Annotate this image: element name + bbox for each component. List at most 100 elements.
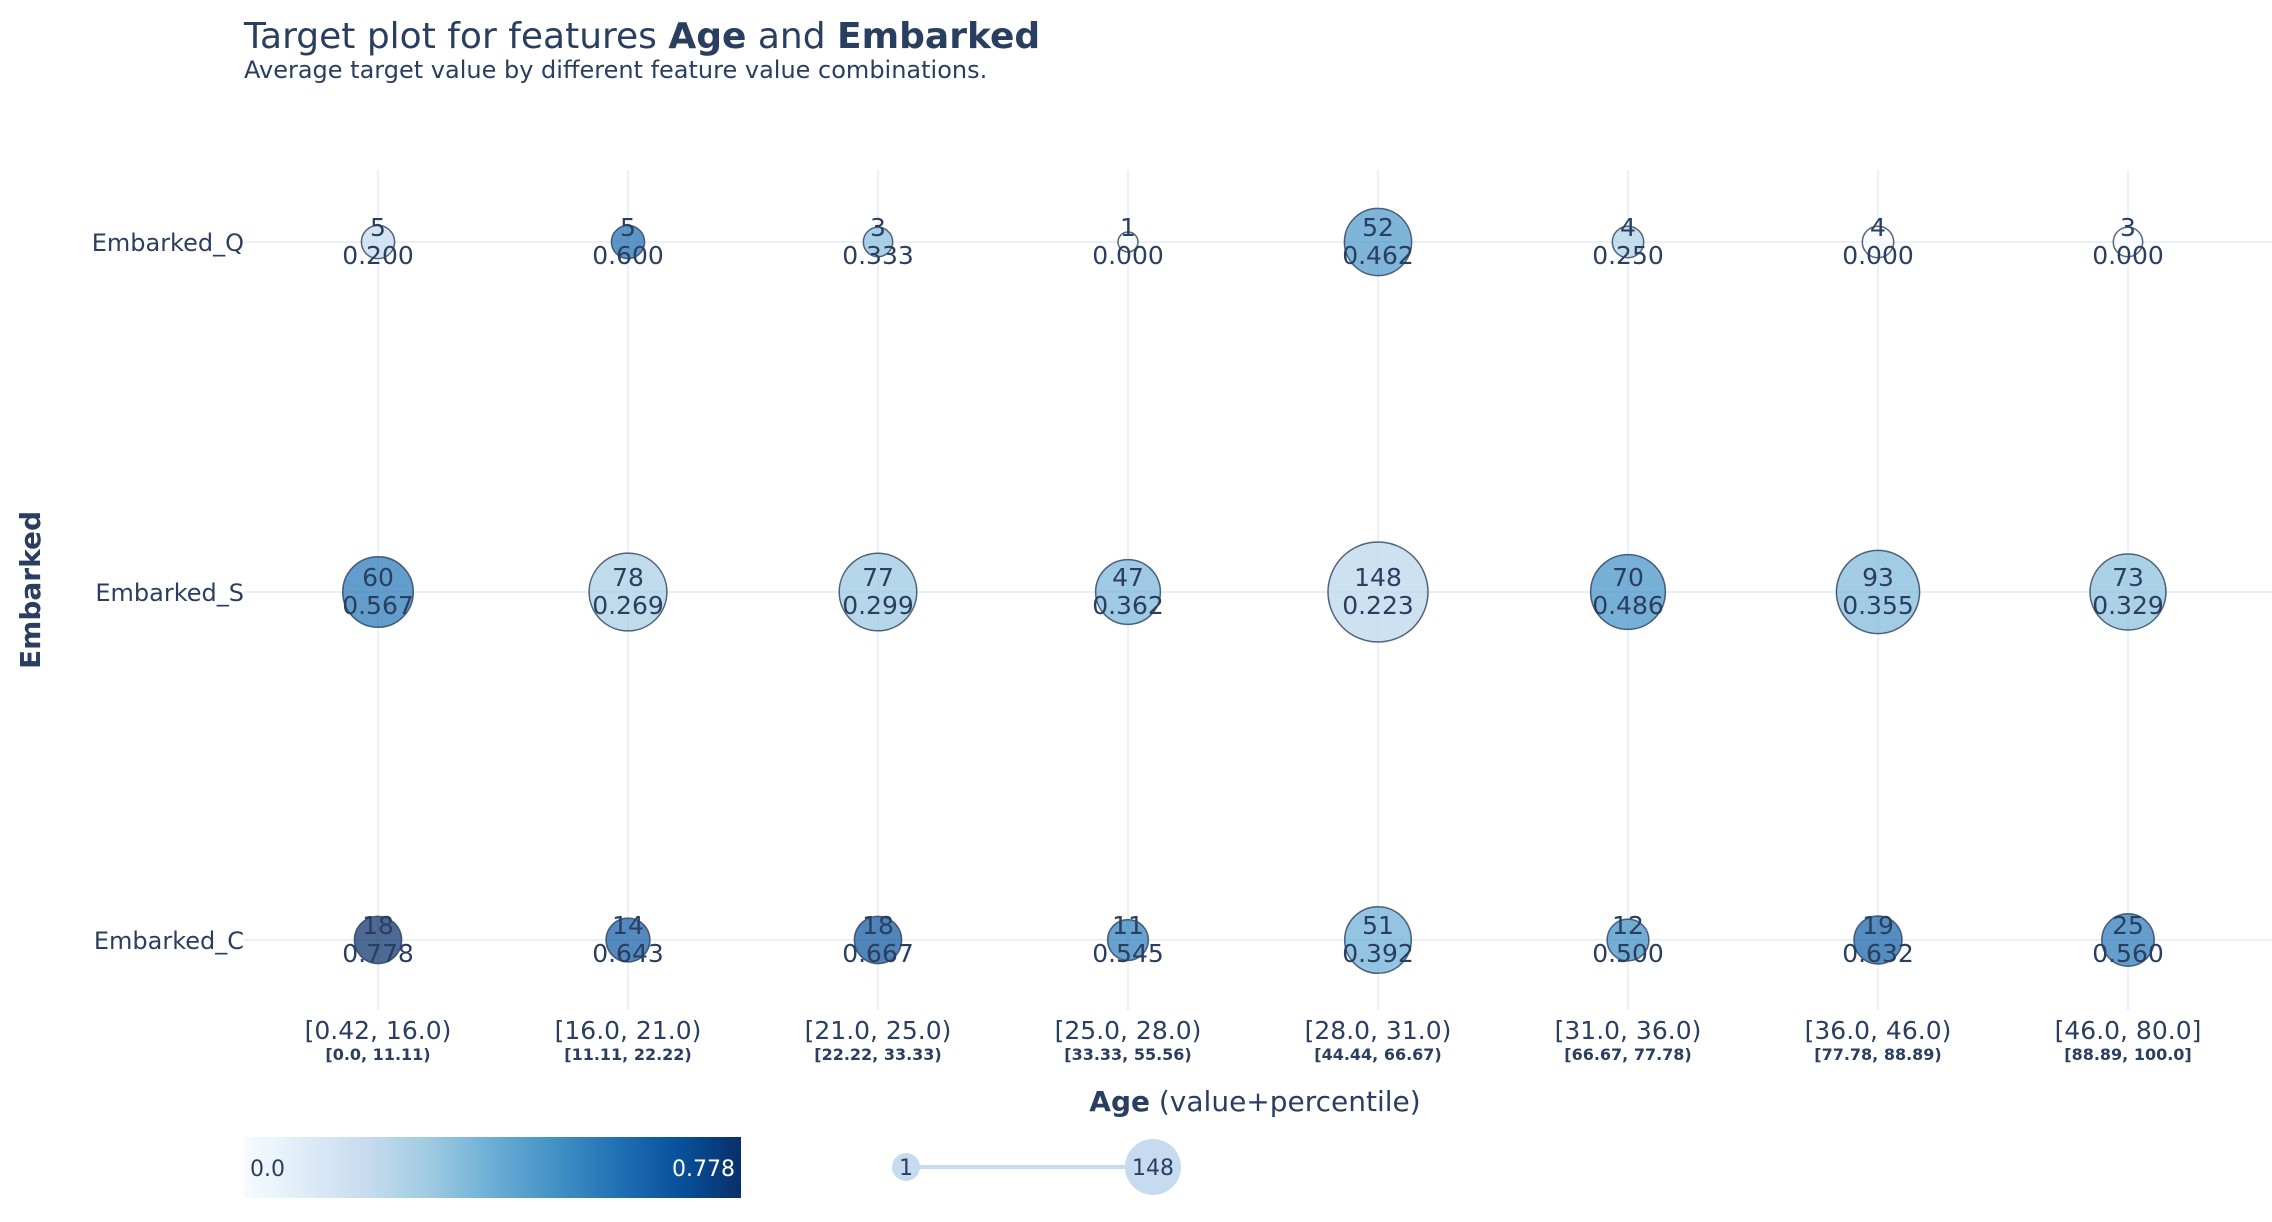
bubble: [1343, 905, 1413, 975]
bubble-count-label: 148: [1354, 563, 1402, 592]
x-tick-percentile-label: [0.0, 11.11): [325, 1045, 430, 1064]
bubble-value-label: 0.355: [1842, 591, 1914, 620]
bubble-count-label: 19: [1862, 911, 1894, 940]
bubble-count-label: 3: [870, 213, 886, 242]
bubble-value-label: 0.632: [1842, 939, 1914, 968]
x-tick-label: [16.0, 21.0): [555, 1016, 702, 1045]
bubble-count-label: 1: [1120, 213, 1136, 242]
bubble-count-label: 18: [862, 911, 894, 940]
bubble: [853, 915, 903, 965]
x-tick-percentile-label: [77.78, 88.89): [1814, 1045, 1942, 1064]
bubble-value-label: 0.778: [342, 939, 414, 968]
bubble-count-label: 12: [1612, 911, 1644, 940]
bubble-labels: 50.20050.60030.33310.000520.46240.25040.…: [342, 213, 2164, 968]
x-tick-label: [28.0, 31.0): [1305, 1016, 1452, 1045]
colorbar-legend: 0.0 0.778: [244, 1137, 741, 1198]
x-tick-percentile-label: [44.44, 66.67): [1314, 1045, 1442, 1064]
bubble-value-label: 0.545: [1092, 939, 1164, 968]
x-tick-label: [25.0, 28.0): [1055, 1016, 1202, 1045]
bubble-count-label: 77: [862, 563, 894, 592]
x-axis-ticks: [0.42, 16.0)[0.0, 11.11) [16.0, 21.0)[11.…: [305, 1016, 2202, 1064]
size-legend-max-label: 148: [1132, 1156, 1174, 1181]
x-tick-label: [21.0, 25.0): [805, 1016, 952, 1045]
x-tick-label: [0.42, 16.0): [305, 1016, 452, 1045]
x-tick-percentile-label: [11.11, 22.22): [564, 1045, 692, 1064]
bubble: [1343, 207, 1413, 277]
colorbar-min-label: 0.0: [250, 1157, 285, 1182]
x-tick-percentile-label: [66.67, 77.78): [1564, 1045, 1692, 1064]
bubble: [1327, 541, 1429, 643]
x-tick-label: [31.0, 36.0): [1555, 1016, 1702, 1045]
bubble: [1094, 558, 1162, 626]
bubble-value-label: 0.269: [592, 591, 664, 620]
x-tick-label: [36.0, 46.0): [1805, 1016, 1952, 1045]
bubble: [1606, 918, 1650, 962]
bubble-value-label: 0.250: [1592, 241, 1664, 270]
bubble-value-label: 0.462: [1342, 241, 1414, 270]
grid-lines: [244, 170, 2272, 1010]
colorbar-gradient: [244, 1137, 741, 1198]
bubble: [341, 555, 415, 629]
bubble-count-label: 5: [370, 213, 386, 242]
bubble-value-label: 0.362: [1092, 591, 1164, 620]
bubble-value-label: 0.567: [342, 591, 414, 620]
bubble: [1611, 225, 1645, 259]
bubble-count-label: 14: [612, 911, 644, 940]
chart-subtitle: Average target value by different featur…: [244, 56, 987, 84]
bubble-count-label: 78: [612, 563, 644, 592]
y-tick-label: Embarked_C: [94, 927, 244, 955]
size-legend-min-label: 1: [899, 1156, 913, 1181]
bubble-count-label: 60: [362, 563, 394, 592]
x-tick-percentile-label: [88.89, 100.0]: [2064, 1045, 2192, 1064]
x-tick-percentile-label: [22.22, 33.33): [814, 1045, 942, 1064]
y-tick-label: Embarked_Q: [92, 229, 244, 257]
bubble: [360, 224, 396, 260]
x-tick-percentile-label: [33.33, 55.56): [1064, 1045, 1192, 1064]
bubble: [2089, 553, 2167, 631]
bubble: [862, 226, 894, 258]
bubble: [1835, 549, 1921, 635]
bubble-count-label: 4: [1620, 213, 1636, 242]
chart-title: Target plot for features Age and Embarke…: [243, 16, 1040, 57]
bubble-count-label: 93: [1862, 563, 1894, 592]
bubbles: [341, 207, 2167, 975]
bubble-count-label: 51: [1362, 911, 1394, 940]
y-axis-ticks: Embarked_Q Embarked_S Embarked_C: [92, 229, 244, 955]
bubble-count-label: 5: [620, 213, 636, 242]
bubble: [2112, 226, 2144, 258]
bubble-count-label: 3: [2120, 213, 2136, 242]
y-tick-label: Embarked_S: [95, 579, 244, 607]
bubble-value-label: 0.000: [2092, 241, 2164, 270]
bubble: [1106, 918, 1150, 962]
bubble: [2101, 913, 2155, 967]
x-tick-label: [46.0, 80.0]: [2055, 1016, 2202, 1045]
bubble-count-label: 4: [1870, 213, 1886, 242]
size-legend: 1 148: [892, 1139, 1181, 1195]
y-axis-title: Embarked: [14, 511, 47, 669]
bubble-value-label: 0.600: [592, 241, 664, 270]
bubble: [1853, 915, 1903, 965]
bubble-count-label: 47: [1112, 563, 1144, 592]
bubble-count-label: 73: [2112, 563, 2144, 592]
bubble-value-label: 0.500: [1592, 939, 1664, 968]
bubble: [1117, 231, 1139, 253]
bubble: [1861, 225, 1895, 259]
bubble: [353, 915, 403, 965]
x-axis-title: Age (value+percentile): [1089, 1085, 1420, 1118]
bubble: [838, 552, 918, 632]
bubble-value-label: 0.329: [2092, 591, 2164, 620]
bubble-value-label: 0.299: [842, 591, 914, 620]
bubble-value-label: 0.200: [342, 241, 414, 270]
bubble: [1589, 553, 1667, 631]
bubble-value-label: 0.667: [842, 939, 914, 968]
bubble-value-label: 0.000: [1842, 241, 1914, 270]
bubble-value-label: 0.333: [842, 241, 914, 270]
bubble-count-label: 70: [1612, 563, 1644, 592]
size-legend-max-circle: [1125, 1139, 1181, 1195]
bubble-count-label: 52: [1362, 213, 1394, 242]
bubble: [610, 224, 646, 260]
bubble-value-label: 0.223: [1342, 591, 1414, 620]
colorbar-max-label: 0.778: [672, 1157, 735, 1182]
bubble-value-label: 0.643: [592, 939, 664, 968]
